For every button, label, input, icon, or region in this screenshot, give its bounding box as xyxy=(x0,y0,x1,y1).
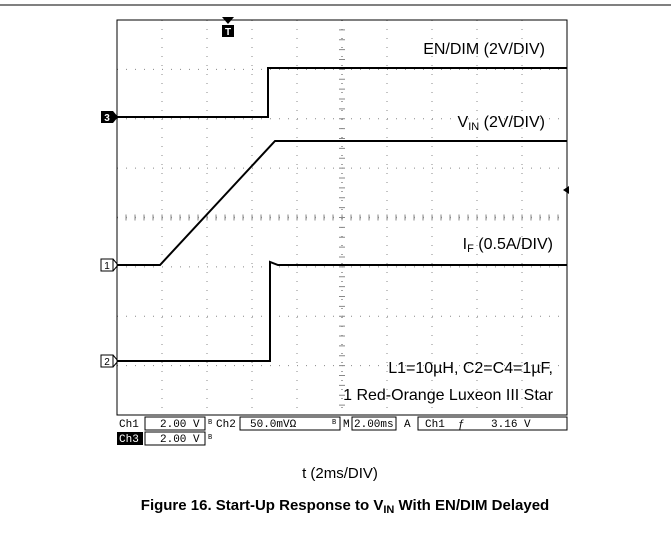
level-arrow xyxy=(563,186,569,194)
if-base: I xyxy=(463,236,467,253)
ch3: Ch3 xyxy=(119,434,139,446)
timebase: 2.00ms xyxy=(354,419,394,431)
vin-sub: IN xyxy=(468,121,479,133)
x-axis-label: t (2ms/DIV) xyxy=(302,465,378,482)
trigger-marker: T xyxy=(225,27,231,38)
scope-frame xyxy=(116,19,568,416)
ch1-scale: 2.00 V xyxy=(160,419,200,431)
ch3-bw: B xyxy=(208,434,212,442)
ch3-bg xyxy=(117,432,143,445)
if-label: IF (0.5A/DIV) xyxy=(463,236,553,255)
caption-base: Figure 16. Start-Up Response to V xyxy=(141,497,384,514)
ch2-scale: 50.0mVΩ xyxy=(250,419,297,431)
ch2: Ch2 xyxy=(216,419,236,431)
en-dim-label: EN/DIM (2V/DIV) xyxy=(423,41,545,58)
trace-en-dim xyxy=(117,67,567,118)
ch2-box xyxy=(239,416,341,431)
ch3-box xyxy=(144,431,206,446)
vin-rest: (2V/DIV) xyxy=(479,114,545,131)
trigger: Ch1 ƒ 3.16 V xyxy=(425,419,531,431)
trigger-box-status xyxy=(417,416,568,431)
status-bar: Ch1 2.00 V B Ch2 50.0mVΩ B M 2.00ms A Ch… xyxy=(117,416,568,446)
scope-grid xyxy=(116,19,568,416)
ch1: Ch1 xyxy=(119,419,139,431)
note-line1: L1=10µH, C2=C4=1µF, xyxy=(388,360,553,377)
caption-rest: With EN/DIM Delayed xyxy=(394,497,549,514)
ch1-marker: 1 xyxy=(104,261,110,272)
if-rest: (0.5A/DIV) xyxy=(474,236,553,253)
ch3-marker-tip xyxy=(113,111,118,123)
ch3-marker: 3 xyxy=(104,113,110,124)
if-sub: F xyxy=(467,243,474,255)
note-line2: 1 Red-Orange Luxeon III Star xyxy=(343,387,554,404)
ch1-box xyxy=(144,416,206,431)
ch2-marker-box xyxy=(100,354,114,368)
ch3-marker-box xyxy=(101,111,113,123)
ch2-marker-tip xyxy=(112,354,119,368)
trace-if xyxy=(117,260,567,362)
m-box xyxy=(351,416,397,431)
ch1-marker-box xyxy=(100,258,114,272)
caption-sub: IN xyxy=(383,504,394,516)
ch3-scale: 2.00 V xyxy=(160,434,200,446)
ch1-bw: B xyxy=(208,419,212,427)
caption: Figure 16. Start-Up Response to VIN With… xyxy=(141,497,549,516)
ch2-bw: B xyxy=(332,419,336,427)
ch2-marker: 2 xyxy=(104,357,110,368)
a: A xyxy=(404,419,411,431)
trigger-arrow xyxy=(222,17,234,24)
vin-base: V xyxy=(458,114,469,131)
m: M xyxy=(343,419,350,431)
trace-vin xyxy=(117,140,567,266)
vin-label: VIN (2V/DIV) xyxy=(458,114,545,133)
ch1-marker-tip xyxy=(112,258,119,272)
trigger-box xyxy=(222,25,234,37)
